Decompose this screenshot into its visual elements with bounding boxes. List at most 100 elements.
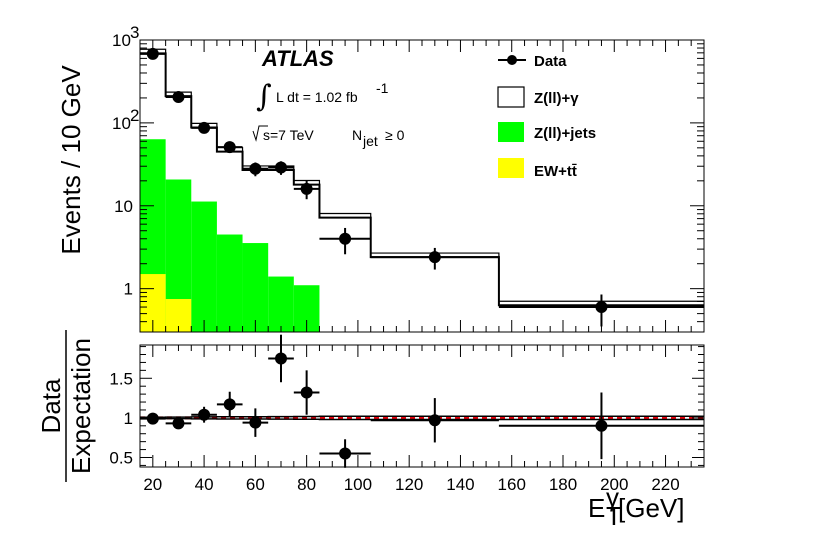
- main-y-tick-label: 10: [112, 31, 131, 50]
- ratio-y-axis-title: Data Expectation: [36, 330, 96, 482]
- integral-icon: ∫: [256, 79, 272, 114]
- legend: Data Z(ll)+γ Z(ll)+jets EW+tt̄: [497, 53, 596, 180]
- legend-entry-zgamma: Z(ll)+γ: [497, 86, 579, 108]
- lumi-annotation: ∫ L dt = 1.02 fb -1: [256, 79, 389, 114]
- main-y-tick-label-exponent: 2: [130, 106, 139, 125]
- x-title-subscript: T: [606, 501, 622, 531]
- data-point: [498, 294, 704, 327]
- x-tick-label: 120: [395, 475, 423, 494]
- zjets-bin-4: [242, 243, 269, 332]
- data-point-marker: [595, 301, 608, 314]
- ratio-y-tick-label: 0.5: [109, 448, 133, 467]
- x-tick-label: 80: [297, 475, 316, 494]
- data-point: [268, 161, 294, 175]
- data-point-marker: [223, 141, 236, 154]
- zjets-bin-3: [216, 234, 243, 332]
- ratio-point-marker: [198, 408, 211, 421]
- ratio-y-axis: 0.5 1 1.5: [109, 346, 704, 467]
- ratio-point: [165, 417, 192, 430]
- x-tick-label: 40: [195, 475, 214, 494]
- data-point: [165, 91, 192, 104]
- lumi-text: L dt = 1.02 fb: [276, 89, 358, 105]
- ratio-point-marker: [339, 447, 352, 460]
- ratio-point: [319, 439, 371, 468]
- njet-annotation: N jet ≥ 0: [352, 127, 405, 149]
- ratio-point-marker: [146, 412, 159, 425]
- ratio-point: [191, 406, 217, 423]
- data-point-marker: [300, 182, 313, 195]
- ratio-point-marker: [300, 386, 313, 399]
- ratio-y-title-numerator: Data: [36, 378, 66, 433]
- main-y-tick-label: 10: [114, 197, 133, 216]
- x-title-main: E: [588, 493, 605, 523]
- legend-entry-zjets: Z(ll)+jets: [498, 122, 596, 142]
- legend-ewtt-swatch: [498, 158, 524, 178]
- legend-label-data: Data: [534, 53, 567, 70]
- legend-entry-ewtt: EW+tt̄: [498, 158, 577, 180]
- ratio-point-marker: [249, 416, 262, 429]
- x-title-superscript: γ: [606, 482, 619, 512]
- legend-label-zgamma: Z(ll)+γ: [534, 90, 579, 107]
- main-y-tick-label: 10: [112, 114, 131, 133]
- ratio-point: [498, 392, 704, 460]
- legend-label-zjets: Z(ll)+jets: [534, 125, 596, 142]
- ratio-point-marker: [172, 417, 185, 430]
- data-point-marker: [339, 232, 352, 245]
- zjets-bin-2: [191, 201, 217, 332]
- ratio-point-marker: [428, 414, 441, 427]
- lumi-superscript: -1: [376, 80, 389, 96]
- njet-subscript: jet: [362, 133, 378, 149]
- data-point: [293, 180, 320, 200]
- legend-zgamma-swatch: [497, 86, 525, 108]
- signal-step-upper-band: [140, 48, 704, 302]
- data-point: [216, 141, 243, 154]
- ratio-point: [242, 408, 269, 437]
- data-point: [140, 47, 166, 60]
- data-point: [370, 247, 499, 270]
- ratio-point-marker: [223, 398, 236, 411]
- signal-step-histogram: [140, 48, 704, 307]
- data-point-marker: [428, 251, 441, 264]
- legend-data-marker: [507, 55, 517, 65]
- ratio-points: [140, 334, 704, 468]
- ratio-point: [140, 412, 166, 425]
- data-point: [191, 121, 217, 134]
- x-title-unit: [GeV]: [618, 493, 684, 523]
- data-point: [242, 162, 269, 177]
- ratio-point: [293, 370, 320, 415]
- x-axis-title: E γ T [GeV]: [588, 482, 684, 531]
- ratio-band-lower: [140, 417, 704, 421]
- sqrt-icon: [252, 125, 268, 142]
- data-point-marker: [198, 121, 211, 134]
- ratio-y-tick-label: 1.5: [109, 369, 133, 388]
- zjets-bin-5: [268, 276, 294, 332]
- ratio-point: [216, 391, 243, 418]
- atlas-label: ATLAS: [261, 46, 334, 71]
- ratio-band-upper: [140, 415, 704, 418]
- data-point-marker: [146, 47, 159, 60]
- data-points: [140, 47, 704, 327]
- ratio-uncertainty-steps: [140, 415, 704, 421]
- legend-entry-data: Data: [498, 53, 567, 70]
- main-y-tick-label: 1: [124, 280, 133, 299]
- ratio-y-title-denominator: Expectation: [66, 338, 96, 474]
- main-x-ticks: [152, 40, 692, 332]
- legend-zjets-swatch: [498, 122, 524, 142]
- x-tick-label: 100: [344, 475, 372, 494]
- main-y-axis-title: Events / 10 GeV: [56, 65, 86, 255]
- energy-annotation: s=7 TeV: [252, 125, 314, 143]
- ratio-point-marker: [275, 352, 287, 365]
- ratio-point: [268, 334, 294, 383]
- ratio-point: [370, 398, 499, 443]
- x-tick-label: 200: [600, 475, 628, 494]
- x-tick-label: 180: [549, 475, 577, 494]
- x-tick-label: 160: [498, 475, 526, 494]
- data-point-marker: [275, 161, 287, 174]
- ratio-x-axis: 20 40 60 80 100 120 140 160 180 200 220: [143, 345, 692, 494]
- ratio-y-tick-label: 1: [124, 409, 133, 428]
- x-tick-label: 60: [246, 475, 265, 494]
- main-y-tick-label-exponent: 3: [130, 23, 139, 42]
- legend-label-ewtt: EW+tt̄: [534, 163, 577, 180]
